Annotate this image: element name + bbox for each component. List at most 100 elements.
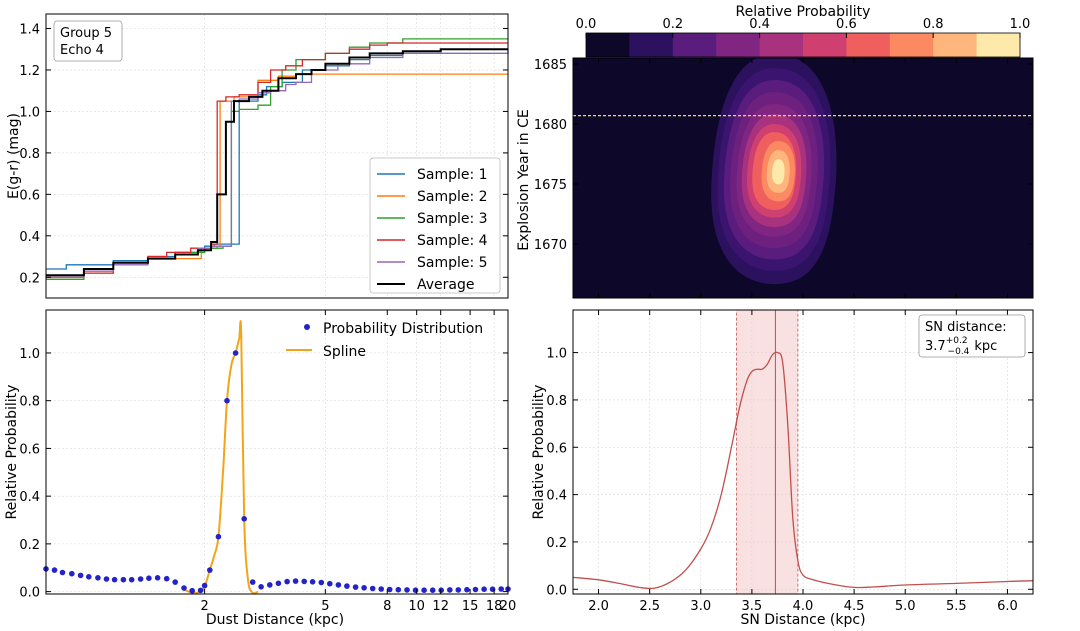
probability-point — [146, 575, 152, 581]
tl-ytick-label: 0.4 — [19, 230, 40, 245]
probability-point — [163, 575, 170, 582]
probability-point — [344, 583, 350, 589]
colorbar-tick-label: 1.0 — [1010, 17, 1031, 32]
bl-ytick-label: 0.0 — [19, 586, 40, 601]
probability-point — [292, 578, 299, 584]
bl-xtick-label: 12 — [432, 599, 449, 614]
probability-point — [284, 578, 290, 585]
probability-point — [395, 586, 402, 593]
probability-point — [267, 582, 273, 588]
probability-point — [309, 579, 316, 585]
legend-label-tl: Sample: 1 — [417, 167, 488, 183]
legend-bl: Probability Distribution Spline — [286, 321, 483, 360]
colorbar-segment — [889, 33, 934, 57]
probability-point — [421, 587, 427, 593]
legend-label-bl: Spline — [323, 344, 366, 360]
br-ytick-label: 0.4 — [546, 489, 567, 504]
bl-xtick-label: 5 — [321, 599, 329, 614]
bl-xtick-label: 18 — [486, 599, 503, 614]
annotation-echo: Echo 4 — [60, 43, 104, 58]
br-ytick-label: 0.8 — [546, 394, 567, 409]
x-axis-label-br: SN Distance (kpc) — [740, 612, 865, 628]
colorbar-segment — [803, 33, 847, 57]
panel-sn-distance: 0.0 0.2 0.4 0.6 0.8 1.0 2.0 2.5 3.0 3.5 4.0 4.5 5.0… — [531, 309, 1034, 628]
bl-xtick-label: 2 — [200, 599, 208, 614]
br-xtick-label: 2.0 — [588, 599, 609, 614]
series-line-4 — [46, 42, 508, 278]
tl-ytick-label: 0.6 — [19, 188, 40, 203]
probability-point — [189, 587, 195, 594]
legend-label-tl: Sample: 3 — [417, 211, 488, 227]
y-ticks-tl: 0.2 0.4 0.6 0.8 1.0 1.2 1.4 — [19, 23, 508, 286]
probability-point — [258, 584, 264, 590]
probability-point — [197, 587, 204, 594]
br-ytick-label: 1.0 — [546, 347, 567, 362]
colorbar-segment — [716, 33, 761, 57]
probability-point — [352, 584, 359, 590]
series-group-br — [572, 351, 1034, 590]
y-axis-label-tr: Explosion Year in CE — [516, 109, 532, 250]
probability-point — [472, 586, 479, 593]
bl-xtick-label: 8 — [383, 599, 391, 614]
probability-point — [455, 587, 462, 593]
x-ticks-br: 2.0 2.5 3.0 3.5 4.0 4.5 5.0 5.5 6.0 — [588, 310, 1018, 614]
tl-ytick-label: 1.2 — [19, 64, 40, 79]
y-axis-label-bl: Relative Probability — [4, 385, 20, 520]
series-line-1 — [46, 52, 508, 270]
series-group-bl — [43, 320, 511, 595]
x-axis-label-bl: Dust Distance (kpc) — [206, 612, 344, 628]
probability-point — [386, 586, 393, 593]
legend-label-tl: Average — [417, 277, 475, 293]
probability-point — [172, 579, 178, 585]
probability-point — [378, 586, 385, 592]
probability-point — [232, 350, 239, 356]
probability-point — [369, 585, 376, 592]
y-ticks-br: 0.0 0.2 0.4 0.6 0.8 1.0 — [546, 347, 1033, 598]
probability-point — [224, 397, 230, 404]
probability-point — [335, 582, 342, 588]
axes-frame-tl — [45, 13, 509, 299]
colorbar-label: Relative Probability — [736, 4, 871, 20]
probability-point — [154, 575, 161, 581]
legend-swatch-bl — [304, 324, 310, 330]
probability-point — [181, 585, 187, 591]
tl-ytick-label: 0.2 — [19, 271, 40, 286]
colorbar-segment — [846, 33, 891, 57]
legend-label-bl: Probability Distribution — [323, 321, 483, 337]
br-ytick-label: 0.0 — [546, 583, 567, 598]
series-line-6 — [46, 48, 508, 277]
probability-point — [51, 567, 58, 573]
probability-point — [59, 569, 66, 576]
probability-point — [103, 576, 110, 582]
probability-point — [111, 576, 118, 583]
colorbar-segment — [976, 33, 1021, 57]
probability-point — [301, 578, 308, 585]
probability-point — [137, 576, 144, 582]
legend-label-tl: Sample: 2 — [417, 189, 488, 205]
probability-point — [429, 587, 436, 593]
confidence-band — [736, 309, 799, 595]
colorbar: 0.0 0.2 0.4 0.6 0.8 1.0 — [576, 17, 1031, 58]
colorbar-frame — [585, 32, 1021, 58]
probability-point — [498, 586, 505, 592]
y-ticks-bl: 0.0 0.2 0.4 0.6 0.8 1.0 — [19, 347, 508, 601]
probability-point — [412, 587, 419, 593]
bl-xtick-label: 20 — [500, 599, 517, 614]
br-xtick-label: 6.0 — [997, 599, 1018, 614]
sn-distance-curve — [572, 351, 1034, 590]
probability-point — [404, 587, 410, 593]
annotation-group: Group 5 — [60, 26, 112, 41]
bl-ytick-label: 0.6 — [19, 442, 40, 457]
legend-tl: Sample: 1 Sample: 2 Sample: 3 Sample: 4 Samp… — [369, 157, 501, 294]
probability-point — [207, 567, 213, 573]
colorbar-segment — [933, 33, 978, 57]
colorbar-segment — [586, 33, 630, 57]
bl-xtick-label: 10 — [408, 599, 425, 614]
probability-point — [361, 585, 367, 591]
kde-contours — [711, 58, 837, 285]
probability-point — [215, 533, 222, 540]
tl-ytick-label: 0.8 — [19, 147, 40, 162]
probability-point — [201, 582, 208, 589]
probability-point — [128, 576, 135, 583]
panel-dust-reddening: 0.2 0.4 0.6 0.8 1.0 1.2 1.4 E(g-r) (mag) Group… — [6, 13, 509, 299]
